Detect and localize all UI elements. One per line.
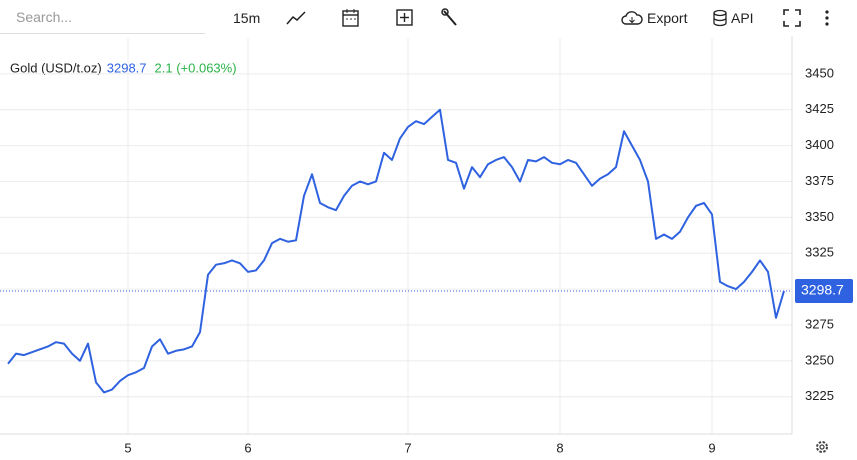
y-tick-label: 3325 — [805, 245, 834, 260]
export-label: Export — [647, 10, 688, 26]
x-tick-label: 7 — [404, 440, 411, 455]
chart: Gold (USD/t.oz) 322532503275330033253350… — [0, 36, 853, 455]
y-tick-label: 3225 — [805, 388, 834, 403]
y-tick-label: 3425 — [805, 101, 834, 116]
line-icon[interactable] — [285, 8, 307, 28]
y-tick-label: 3275 — [805, 316, 834, 331]
x-tick-label: 6 — [244, 440, 251, 455]
gear-icon[interactable] — [813, 438, 831, 456]
fullscreen-icon[interactable] — [782, 8, 802, 28]
more-icon[interactable] — [822, 8, 832, 28]
settings-wrench-icon[interactable] — [440, 8, 460, 28]
cloud-icon — [621, 11, 643, 25]
search-box[interactable]: Search... — [0, 0, 205, 34]
search-placeholder: Search... — [16, 8, 73, 25]
api-button[interactable]: API — [712, 0, 754, 36]
legend-change: 2.1 (+0.063%) — [155, 60, 237, 75]
price-line — [7, 108, 785, 394]
y-tick-label: 3375 — [805, 173, 834, 188]
y-tick-label: 3350 — [805, 209, 834, 224]
calendar-icon[interactable] — [341, 8, 361, 28]
interval-label: 15m — [233, 10, 261, 26]
y-tick-label: 3400 — [805, 137, 834, 152]
legend-name: Gold (USD/t.oz) — [10, 60, 102, 75]
interval-button[interactable]: 15m — [233, 0, 260, 36]
last-price-tag — [795, 278, 853, 303]
export-button[interactable]: Export — [621, 0, 687, 36]
y-tick-label: 3450 — [805, 65, 834, 80]
x-tick-label: 8 — [556, 440, 563, 455]
database-icon — [713, 9, 727, 27]
last-price-tag-label: 3298.7 — [801, 282, 844, 298]
x-tick-label: 9 — [708, 440, 715, 455]
y-tick-label: 3250 — [805, 352, 834, 367]
legend-value: 3298.7 — [107, 60, 147, 75]
add-icon[interactable] — [395, 8, 415, 28]
x-tick-label: 5 — [124, 440, 131, 455]
api-label: API — [731, 10, 754, 26]
